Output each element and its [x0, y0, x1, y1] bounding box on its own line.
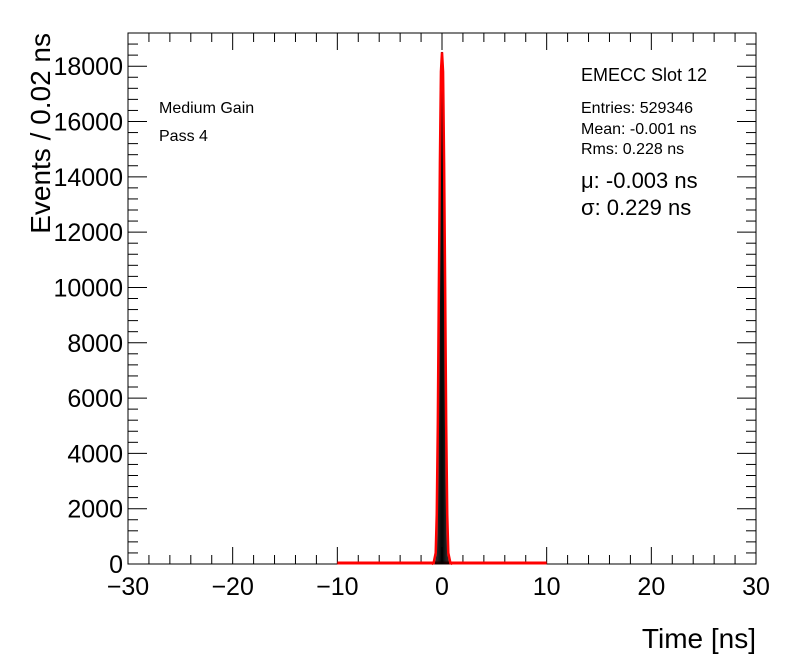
x-axis-title: Time [ns] — [642, 623, 756, 654]
x-tick-label: −10 — [316, 573, 358, 601]
x-tick-label: 20 — [637, 573, 665, 601]
y-tick-label: 14000 — [53, 164, 123, 192]
x-tick-label: 10 — [533, 573, 561, 601]
x-tick-label: 0 — [435, 573, 449, 601]
y-axis-title: Events / 0.02 ns — [25, 33, 56, 234]
y-tick-label: 8000 — [67, 330, 123, 358]
y-tick-label: 0 — [109, 551, 123, 579]
x-tick-label: −30 — [107, 573, 149, 601]
annotation-pass: Pass 4 — [159, 128, 208, 145]
fit-curve — [430, 52, 454, 566]
y-tick-label: 12000 — [53, 219, 123, 247]
x-tick-label: 30 — [742, 573, 770, 601]
y-tick-label: 4000 — [67, 440, 123, 468]
axis-ticks — [127, 32, 757, 565]
fit-mu: μ: -0.003 ns — [581, 168, 698, 193]
fit-sigma: σ: 0.229 ns — [581, 195, 691, 220]
y-tick-label: 18000 — [53, 53, 123, 81]
axis-tick-labels: −30 −20 −10 0 10 20 30 0 2000 4000 6000 8000 10000 12… — [53, 53, 769, 601]
y-tick-label: 10000 — [53, 274, 123, 302]
y-tick-label: 16000 — [53, 109, 123, 137]
y-tick-label: 6000 — [67, 385, 123, 413]
stat-mean: Mean: -0.001 ns — [581, 121, 697, 138]
x-tick-label: −20 — [211, 573, 253, 601]
y-tick-label: 2000 — [67, 496, 123, 524]
annotation-gain: Medium Gain — [159, 100, 254, 117]
stat-rms: Rms: 0.228 ns — [581, 141, 684, 158]
stat-entries: Entries: 529346 — [581, 100, 693, 117]
histogram-marks — [337, 51, 547, 566]
chart-title: EMECC Slot 12 — [581, 65, 707, 85]
